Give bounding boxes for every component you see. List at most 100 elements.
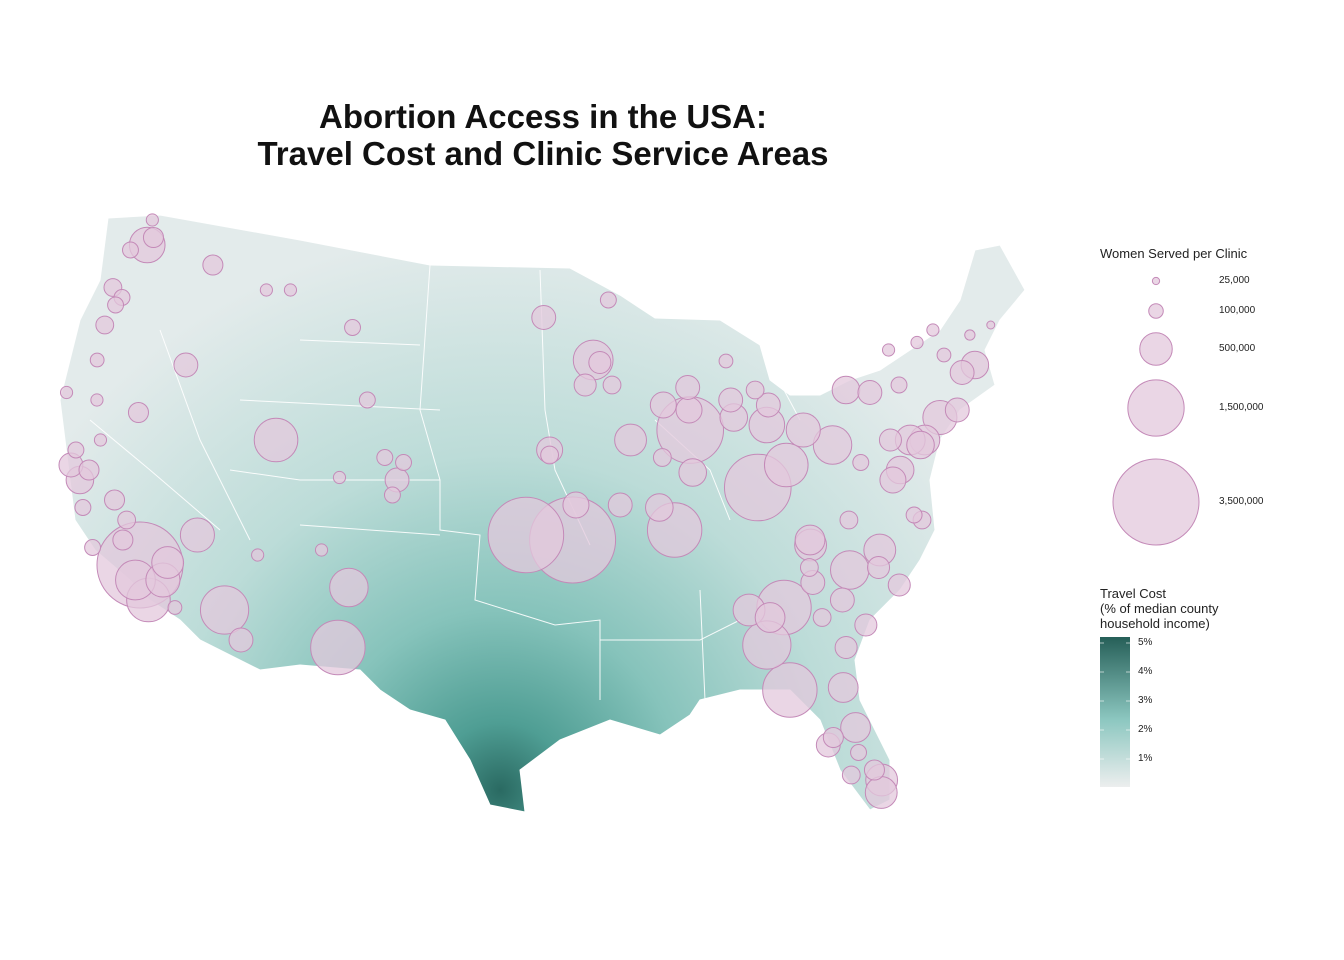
clinic-circle xyxy=(376,449,394,466)
clinic-circle xyxy=(675,396,703,424)
clinic-circle xyxy=(127,401,149,424)
clinic-circle xyxy=(949,360,975,385)
clinic-circle xyxy=(675,375,701,400)
clinic-circle xyxy=(812,425,853,465)
clinic-circle xyxy=(763,442,809,488)
clinic-circle xyxy=(936,347,952,363)
clinic-circle xyxy=(614,423,647,457)
clinic-circle xyxy=(89,352,105,368)
clinic-circle xyxy=(678,458,708,487)
clinic-circle xyxy=(202,254,224,276)
clinic-circle xyxy=(964,329,976,341)
clinic-circle xyxy=(829,587,855,613)
clinic-circle xyxy=(67,441,85,459)
size-legend-label: 100,000 xyxy=(1219,305,1256,316)
clinic-circle xyxy=(251,548,265,562)
size-legend-circle xyxy=(1148,303,1164,319)
clinic-circle xyxy=(822,726,844,749)
color-legend-title-line: household income) xyxy=(1100,616,1210,631)
clinic-markers xyxy=(58,213,996,809)
color-legend-tick-label: 4% xyxy=(1138,666,1153,677)
clinic-circle xyxy=(179,517,215,553)
clinic-circle xyxy=(881,343,896,357)
clinic-circle xyxy=(745,380,765,400)
size-legend-circles xyxy=(1112,276,1200,546)
clinic-circle xyxy=(173,352,199,378)
clinic-circle xyxy=(142,226,164,249)
clinic-circle xyxy=(926,323,940,337)
title-line-1: Abortion Access in the USA: xyxy=(319,98,767,135)
clinic-circle xyxy=(531,305,557,330)
clinic-circle xyxy=(827,672,859,703)
clinic-circle xyxy=(799,558,819,577)
clinic-circle xyxy=(785,412,821,448)
clinic-circle xyxy=(283,283,298,297)
clinic-circle xyxy=(151,546,185,579)
clinic-circle xyxy=(831,375,861,405)
clinic-circle xyxy=(890,376,908,394)
color-legend-title: Travel Cost (% of median county househol… xyxy=(1100,586,1219,631)
size-legend-label: 500,000 xyxy=(1219,343,1256,354)
size-legend-circle xyxy=(1112,458,1200,546)
clinic-circle xyxy=(117,510,137,530)
clinic-circle xyxy=(607,492,633,518)
clinic-circle xyxy=(145,213,159,227)
clinic-circle xyxy=(78,459,100,481)
clinic-circle xyxy=(602,375,622,395)
clinic-circle xyxy=(332,470,347,485)
color-legend-title-line: (% of median county xyxy=(1100,601,1219,616)
clinic-circle xyxy=(754,602,786,633)
clinic-circle xyxy=(199,585,250,635)
clinic-circle xyxy=(84,539,102,556)
clinic-circle xyxy=(314,543,329,557)
clinic-circle xyxy=(794,524,826,556)
clinic-circle xyxy=(910,335,924,350)
clinic-circle xyxy=(588,350,612,375)
clinic-circle xyxy=(104,489,126,511)
clinic-circle xyxy=(649,391,677,419)
clinic-circle xyxy=(905,506,923,524)
clinic-circle xyxy=(863,759,885,781)
size-legend-label: 3,500,000 xyxy=(1219,496,1264,507)
clinic-circle xyxy=(864,776,898,809)
clinic-circle xyxy=(840,712,871,743)
size-legend-circle xyxy=(1127,379,1185,437)
clinic-circle xyxy=(839,510,859,530)
clinic-circle xyxy=(95,315,115,335)
color-legend-tick-label: 3% xyxy=(1138,695,1153,706)
clinic-circle xyxy=(854,613,878,637)
size-legend-label: 1,500,000 xyxy=(1219,402,1264,413)
color-legend-title-line: Travel Cost xyxy=(1100,586,1166,601)
chart-title: Abortion Access in the USA: Travel Cost … xyxy=(143,98,943,172)
clinic-circle xyxy=(383,486,401,504)
clinic-circle xyxy=(867,555,891,580)
clinic-circle xyxy=(540,445,560,465)
clinic-circle xyxy=(253,417,299,463)
clinic-circle xyxy=(329,567,369,608)
clinic-circle xyxy=(107,296,125,314)
clinic-circle xyxy=(906,430,935,460)
clinic-circle xyxy=(812,608,832,627)
color-legend-tick-label: 5% xyxy=(1138,637,1153,648)
clinic-circle xyxy=(852,454,870,471)
clinic-circle xyxy=(850,744,868,761)
clinic-circle xyxy=(986,320,996,330)
clinic-circle xyxy=(829,550,870,590)
clinic-circle xyxy=(599,291,617,309)
size-legend-circle xyxy=(1151,276,1161,286)
clinic-circle xyxy=(755,392,781,418)
color-legend-tick-label: 1% xyxy=(1138,753,1153,764)
clinic-circle xyxy=(122,241,139,259)
color-legend-bar xyxy=(1100,637,1130,787)
clinic-circle xyxy=(762,662,818,718)
clinic-circle xyxy=(344,319,361,336)
clinic-circle xyxy=(167,600,183,615)
clinic-circle xyxy=(395,454,412,471)
clinic-circle xyxy=(887,573,911,597)
title-line-2: Travel Cost and Clinic Service Areas xyxy=(257,135,829,172)
clinic-circle xyxy=(228,627,254,653)
color-legend-tick-label: 2% xyxy=(1138,724,1153,735)
size-legend-label: 25,000 xyxy=(1219,275,1250,286)
clinic-circle xyxy=(857,380,883,405)
